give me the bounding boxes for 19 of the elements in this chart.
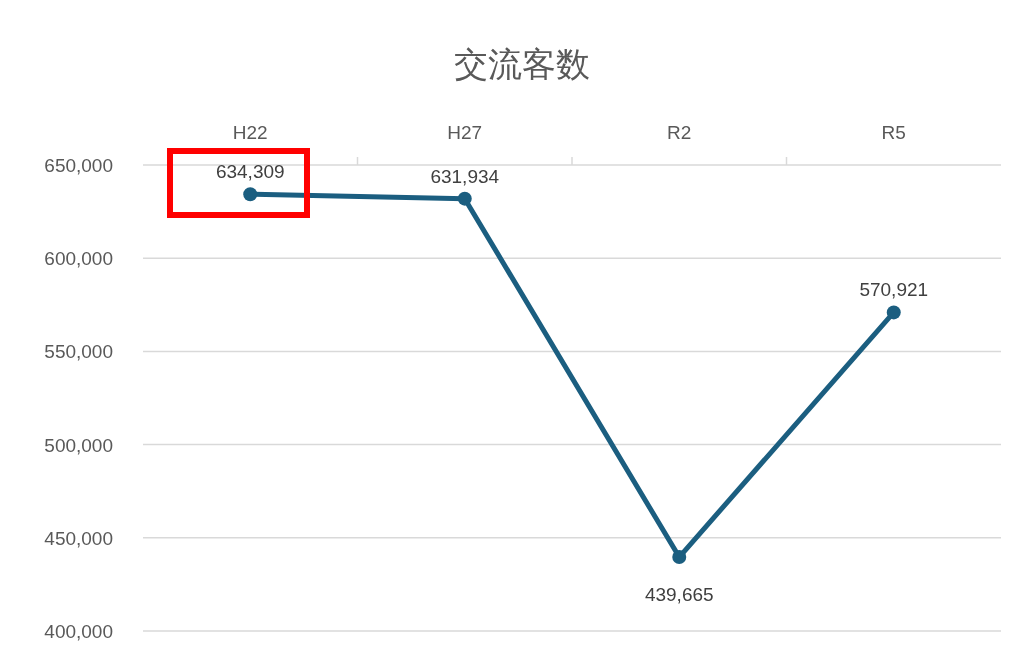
x-tick-label: R2 <box>667 122 692 143</box>
data-label: 439,665 <box>644 584 714 606</box>
chart-title: 交流客数 <box>454 45 590 83</box>
x-tick-label: H22 <box>232 122 268 143</box>
y-tick-label: 550,000 <box>44 341 113 363</box>
y-tick-label: 450,000 <box>44 527 113 549</box>
point <box>886 305 901 320</box>
data-label: 634,309 <box>215 161 285 183</box>
point <box>672 550 687 565</box>
point <box>243 187 258 202</box>
y-tick-label: 500,000 <box>44 434 113 456</box>
y-tick-label: 650,000 <box>44 155 113 176</box>
x-tick-label: H27 <box>447 122 483 143</box>
y-tick-label: 600,000 <box>44 248 113 270</box>
point <box>457 191 472 206</box>
y-tick-label: 400,000 <box>44 621 113 642</box>
data-label: 570,921 <box>859 279 929 301</box>
data-label: 631,934 <box>430 165 500 187</box>
x-tick-label: R5 <box>881 122 906 143</box>
